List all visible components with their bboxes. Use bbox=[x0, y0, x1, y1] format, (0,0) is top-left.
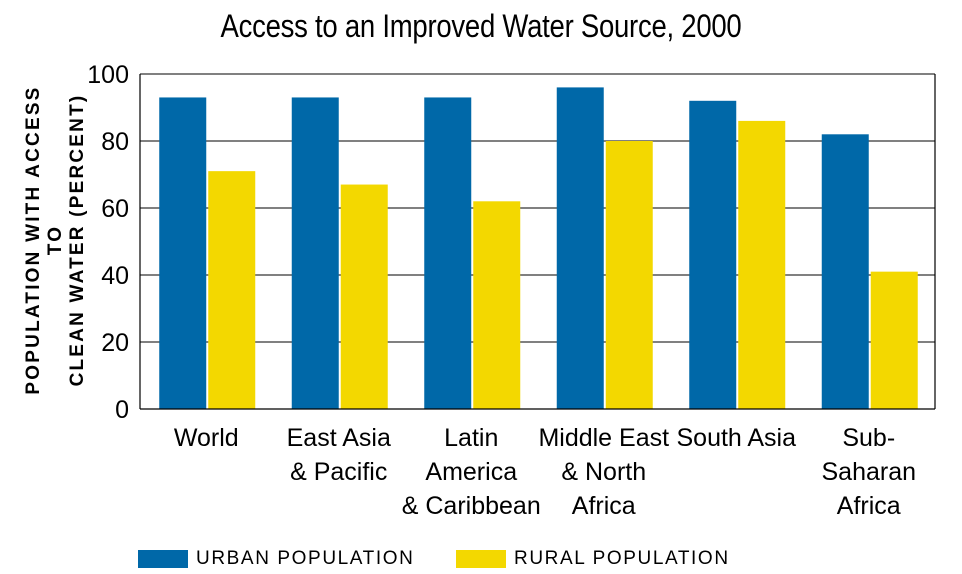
x-tick-label: East Asia bbox=[287, 424, 391, 452]
legend-label-rural: RURAL POPULATION bbox=[514, 548, 730, 569]
bar-urban bbox=[291, 97, 339, 409]
bar-rural bbox=[340, 184, 388, 409]
bar-rural bbox=[605, 141, 653, 409]
x-tick-label: South Asia bbox=[676, 424, 796, 452]
bar-rural bbox=[870, 271, 918, 409]
bar-rural bbox=[473, 201, 521, 409]
y-tick-label: 20 bbox=[101, 329, 129, 357]
x-tick-label: & Pacific bbox=[290, 458, 387, 486]
bar-rural bbox=[208, 171, 256, 409]
bar-urban bbox=[689, 100, 737, 410]
x-tick-label: & Caribbean bbox=[402, 492, 541, 520]
legend-item-rural: RURAL POPULATION bbox=[456, 548, 730, 569]
legend-label-urban: URBAN POPULATION bbox=[196, 548, 415, 569]
x-tick-label: & North bbox=[561, 458, 646, 486]
y-tick-label: 100 bbox=[87, 61, 129, 89]
x-tick-label: Sub- bbox=[842, 424, 895, 452]
bar-rural bbox=[738, 120, 786, 410]
legend-item-urban: URBAN POPULATION bbox=[138, 548, 415, 569]
x-tick-label: America bbox=[425, 458, 517, 486]
legend-swatch-urban bbox=[138, 550, 188, 568]
x-tick-label: World bbox=[174, 424, 239, 452]
y-tick-label: 80 bbox=[101, 128, 129, 156]
x-tick-label: Africa bbox=[572, 492, 636, 520]
x-tick-label: Africa bbox=[837, 492, 901, 520]
legend-swatch-rural bbox=[456, 550, 506, 568]
x-tick-label: Saharan bbox=[821, 458, 916, 486]
y-tick-label: 0 bbox=[115, 396, 129, 424]
x-tick-label: Latin bbox=[444, 424, 498, 452]
x-tick-label: Middle East bbox=[538, 424, 669, 452]
bar-urban bbox=[556, 87, 604, 410]
bar-urban bbox=[424, 97, 472, 409]
chart-title: Access to an Improved Water Source, 2000 bbox=[220, 8, 742, 44]
y-tick-label: 40 bbox=[101, 262, 129, 290]
bar-urban bbox=[821, 134, 869, 410]
bar-urban bbox=[159, 97, 207, 409]
y-tick-label: 60 bbox=[101, 195, 129, 223]
